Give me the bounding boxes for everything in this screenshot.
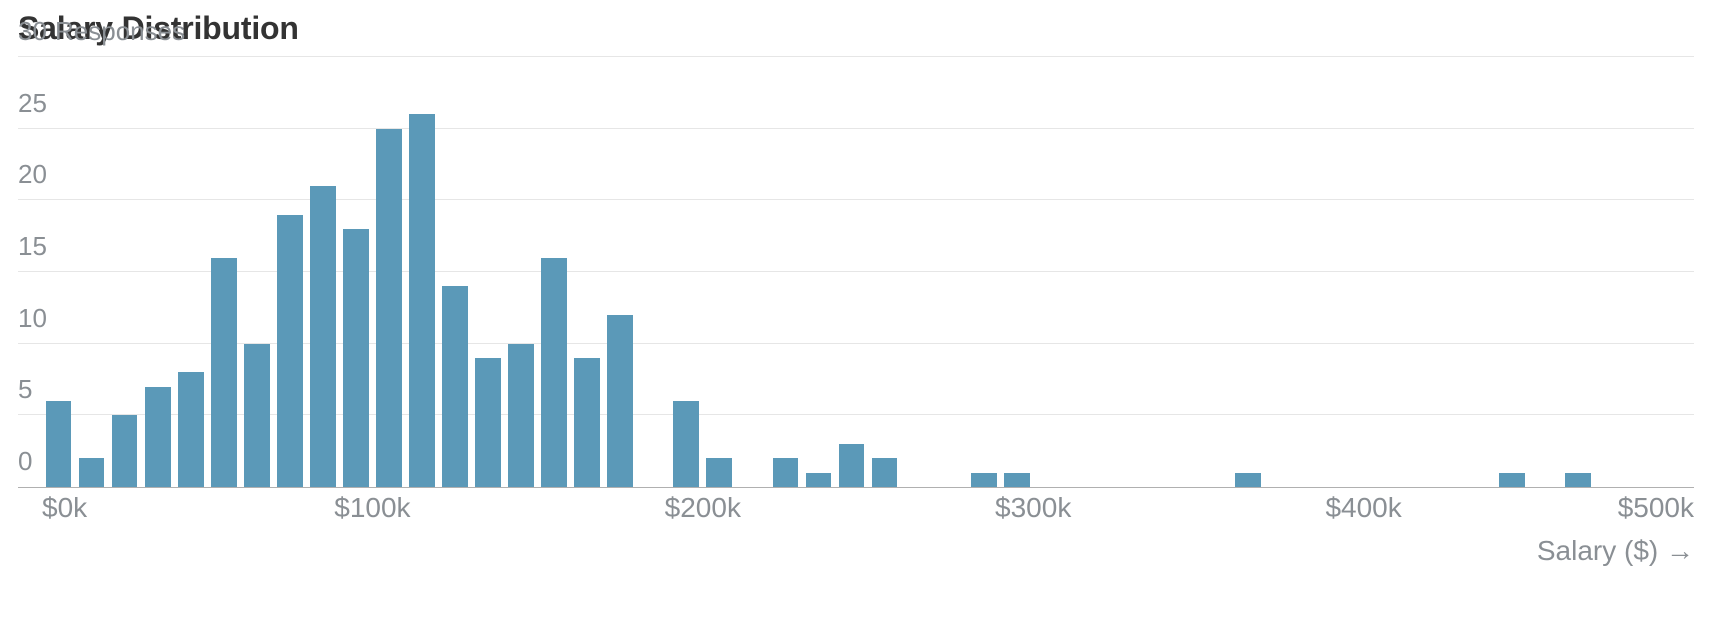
histogram-bar (872, 458, 898, 487)
histogram-bar (178, 372, 204, 487)
histogram-bar (1004, 473, 1030, 487)
histogram-bar (773, 458, 799, 487)
y-tick-label: 25 (18, 90, 47, 116)
y-tick-label: 20 (18, 161, 47, 187)
y-tick-label: 0 (18, 448, 32, 474)
histogram-bar (376, 129, 402, 487)
histogram-bar (310, 186, 336, 487)
gridline (18, 271, 1694, 272)
x-tick-label: $500k (1618, 494, 1694, 522)
histogram-bar (574, 358, 600, 487)
histogram-bar (541, 258, 567, 487)
y-axis-title: Responses (55, 18, 185, 44)
histogram-bar (277, 215, 303, 487)
histogram-bar (211, 258, 237, 487)
histogram-bar (1565, 473, 1591, 487)
gridline (18, 128, 1694, 129)
plot-area: 051015202530Responses (18, 57, 1694, 488)
x-tick-label: $400k (1325, 494, 1401, 522)
x-tick-label: $100k (334, 494, 410, 522)
histogram-bar (475, 358, 501, 487)
histogram-bar (673, 401, 699, 487)
histogram-bar (971, 473, 997, 487)
histogram-bar (442, 286, 468, 487)
chart-container: Salary Distribution 0 5 10 15 20 25 30 Response… (0, 0, 1712, 634)
histogram-bar (409, 114, 435, 487)
x-tick-label: $0k (42, 494, 87, 522)
histogram-bar (1235, 473, 1261, 487)
y-tick-label: 15 (18, 233, 47, 259)
y-tick-label: 30 (18, 18, 47, 44)
y-tick-label: 5 (18, 376, 32, 402)
gridline (18, 199, 1694, 200)
salary-histogram: 051015202530Responses $0k$100k$200k$300k… (18, 57, 1694, 526)
histogram-bar (145, 387, 171, 487)
y-tick-label: 10 (18, 305, 47, 331)
x-axis-title: Salary ($) → (1537, 537, 1694, 565)
x-tick-label: $300k (995, 494, 1071, 522)
histogram-bar (607, 315, 633, 487)
x-axis: $0k $100k $200k $300k $400k $500k (18, 488, 1694, 526)
chart-title: Salary Distribution (18, 10, 1694, 47)
histogram-bar (244, 344, 270, 487)
histogram-bar (79, 458, 105, 487)
histogram-bar (1499, 473, 1525, 487)
x-tick-label: $200k (665, 494, 741, 522)
histogram-bar (508, 344, 534, 487)
histogram-bar (46, 401, 72, 487)
histogram-bar (706, 458, 732, 487)
histogram-bar (343, 229, 369, 487)
gridline (18, 56, 1694, 57)
histogram-bar (839, 444, 865, 487)
histogram-bar (806, 473, 832, 487)
histogram-bar (112, 415, 138, 487)
